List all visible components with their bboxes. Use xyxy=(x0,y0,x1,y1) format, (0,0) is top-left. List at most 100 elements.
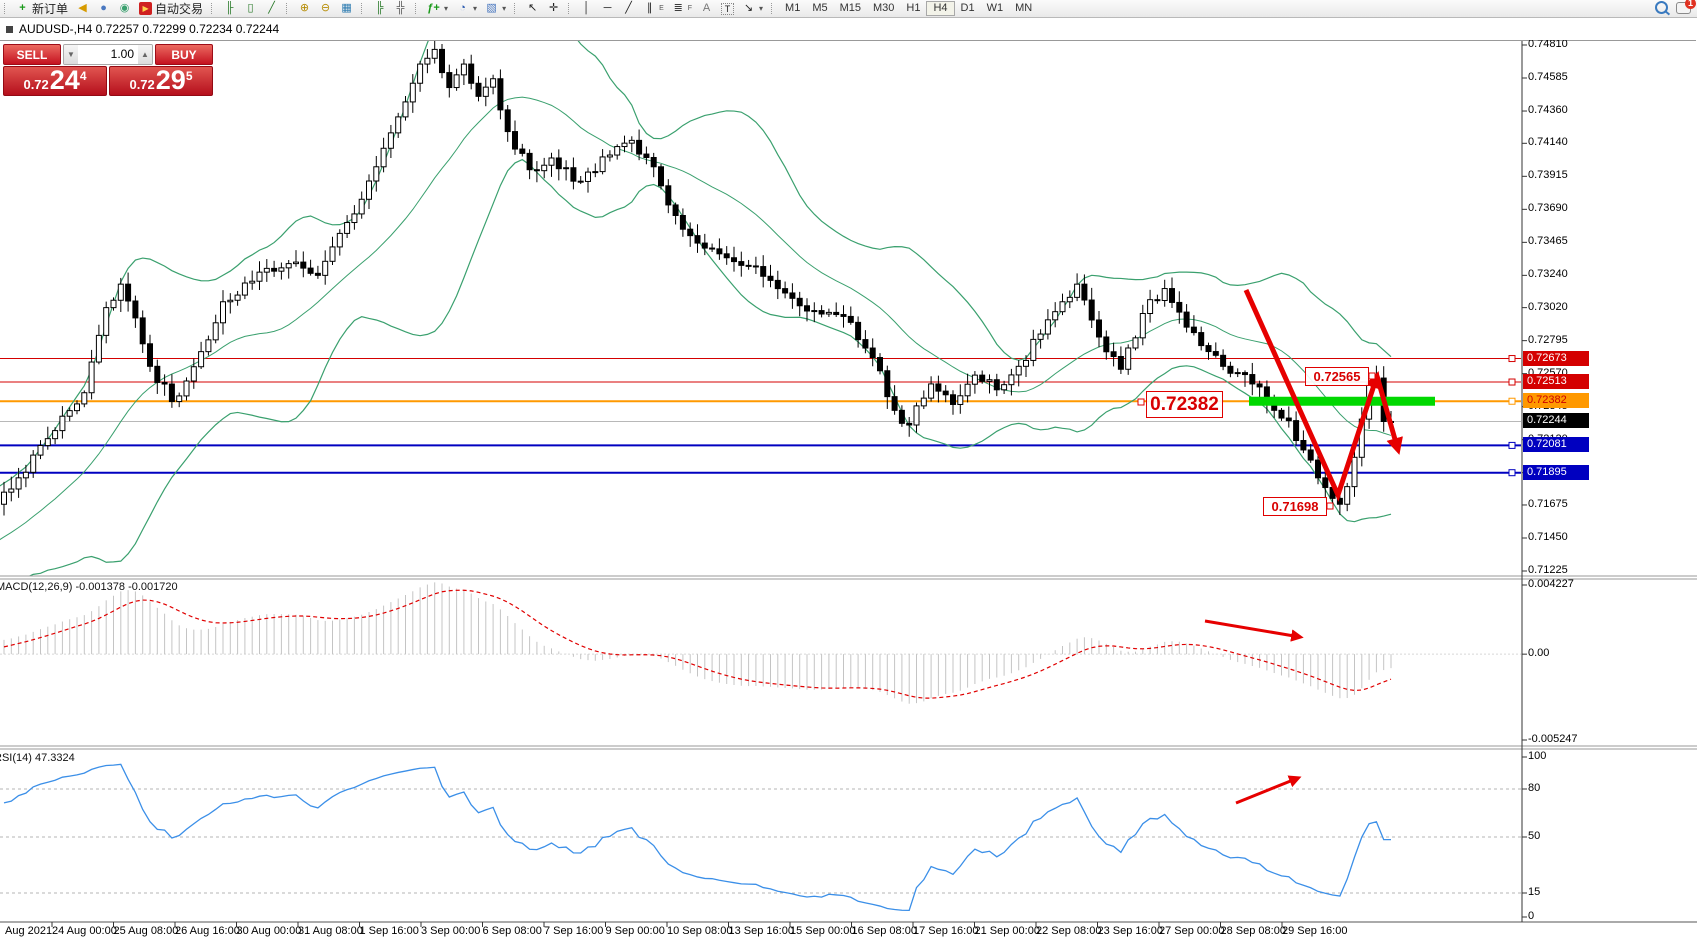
level-line-handle[interactable] xyxy=(1508,469,1516,477)
timeframe-m15[interactable]: M15 xyxy=(839,2,862,14)
chart-annotations[interactable] xyxy=(1137,288,1516,805)
arrows-button[interactable]: ↘ ▾ xyxy=(738,1,767,16)
candle-body xyxy=(687,228,694,237)
chart-shift-button[interactable]: ╬ xyxy=(390,1,411,16)
trend-zigzag-arrow[interactable] xyxy=(1243,288,1382,502)
cursor-button[interactable]: ↖ xyxy=(522,1,543,16)
macd-panel xyxy=(0,582,1521,704)
timeframe-m30[interactable]: M30 xyxy=(873,2,895,14)
chart-window-icon xyxy=(6,25,13,33)
candle-body xyxy=(1081,283,1088,301)
candle-body xyxy=(519,148,526,154)
price-tag-handle[interactable] xyxy=(1137,398,1145,406)
volume-increase-button[interactable]: ▲ xyxy=(138,45,152,64)
candle-body xyxy=(417,63,424,84)
timeframe-w1[interactable]: W1 xyxy=(986,2,1004,14)
buy-price-display[interactable]: 0.72 29 5 xyxy=(109,66,213,96)
candle-body xyxy=(147,343,153,367)
timeframe-h4[interactable]: H4 xyxy=(926,1,955,16)
volume-stepper: ▼ 1.00 ▲ xyxy=(63,44,153,65)
price-tag-label[interactable]: 0.72565 xyxy=(1305,367,1369,386)
autotrading-button[interactable]: ▶ 自动交易 xyxy=(135,1,207,16)
price-tag-handle[interactable] xyxy=(1368,372,1376,380)
candle-body xyxy=(1198,332,1205,347)
candle-body xyxy=(628,139,635,144)
candle-body xyxy=(66,410,73,417)
macd-trend-arrow[interactable] xyxy=(1204,619,1304,642)
crosshair-button[interactable]: ✛ xyxy=(543,1,564,16)
volume-decrease-button[interactable]: ▼ xyxy=(64,45,78,64)
price-tick-label: 0.71675 xyxy=(1528,497,1568,510)
zoom-out-button[interactable]: ⊖ xyxy=(315,1,336,16)
template-button[interactable]: ▧ ▾ xyxy=(481,1,510,16)
new-order-button[interactable]: + 新订单 xyxy=(12,1,72,16)
line-chart-button[interactable]: ╱ xyxy=(261,1,282,16)
tile-windows-button[interactable]: ▦ xyxy=(336,1,357,16)
candle-body xyxy=(1315,459,1321,479)
price-tag-handle[interactable] xyxy=(1326,502,1334,510)
candle-body xyxy=(366,180,372,200)
auto-scroll-button[interactable]: ╠ xyxy=(369,1,390,16)
text-label-button[interactable]: T xyxy=(717,1,738,16)
trendline-button[interactable]: ╱ xyxy=(618,1,639,16)
timeframe-m1[interactable]: M1 xyxy=(785,2,801,14)
period-button[interactable]: ◔ ▾ xyxy=(452,1,481,16)
level-line-handle[interactable] xyxy=(1508,441,1516,449)
bar-chart-icon: ╟ xyxy=(225,2,234,14)
buy-button[interactable]: BUY xyxy=(155,44,213,65)
equidistant-channel-button[interactable]: ∥ E xyxy=(639,1,668,16)
time-axis-label: 26 Aug 16:00 xyxy=(175,925,240,937)
text-button[interactable]: A xyxy=(696,1,717,16)
candle-body xyxy=(322,260,329,276)
rsi-trend-arrow[interactable] xyxy=(1235,775,1302,805)
level-line-handle[interactable] xyxy=(1508,355,1516,363)
time-axis-label: 22 Sep 08:00 xyxy=(1036,925,1102,937)
candle-body xyxy=(293,261,299,265)
candle-body xyxy=(950,394,956,405)
volume-value[interactable]: 1.00 xyxy=(110,47,134,61)
search-icon[interactable] xyxy=(1655,1,1668,14)
person-icon: ● xyxy=(100,2,107,14)
market-button[interactable]: ● xyxy=(93,1,114,16)
one-click-trading-panel: SELL ▼ 1.00 ▲ BUY 0.72 24 4 0.72 29 5 xyxy=(3,44,213,96)
candle-body xyxy=(1307,449,1314,461)
price-tag-label[interactable]: 0.71698 xyxy=(1263,497,1327,516)
macd-tick-label: 0.00 xyxy=(1528,647,1550,660)
sell-button[interactable]: SELL xyxy=(3,44,61,65)
timeframe-m5[interactable]: M5 xyxy=(812,2,828,14)
signals-button[interactable]: ◉ xyxy=(114,1,135,16)
notifications-icon[interactable]: 1 xyxy=(1676,0,1696,14)
add-indicator-button[interactable]: ƒ+ ▾ xyxy=(423,1,452,16)
timeframe-d1[interactable]: D1 xyxy=(960,2,975,14)
candle-body xyxy=(52,430,59,440)
trend-down-arrow[interactable] xyxy=(1374,375,1403,455)
candle-body xyxy=(30,454,37,473)
vertical-line-button[interactable]: │ xyxy=(576,1,597,16)
candlestick-chart-button[interactable]: ▯ xyxy=(240,1,261,16)
zoom-in-button[interactable]: ⊕ xyxy=(294,1,315,16)
timeframe-mn[interactable]: MN xyxy=(1015,2,1033,14)
bar-chart-button[interactable]: ╟ xyxy=(219,1,240,16)
horizontal-line-button[interactable]: ─ xyxy=(597,1,618,16)
candle-body xyxy=(1154,299,1161,302)
candle-body xyxy=(767,275,774,281)
green-highlight-bar[interactable] xyxy=(1249,396,1435,406)
candle-body xyxy=(1074,283,1081,298)
level-line-handle[interactable] xyxy=(1508,378,1516,386)
fibonacci-icon: ≣ xyxy=(673,2,683,14)
price-tag-label[interactable]: 0.72382 xyxy=(1146,391,1223,418)
candle-body xyxy=(585,171,591,182)
auto-scroll-icon: ╠ xyxy=(375,2,384,14)
broadcast-button[interactable]: ◀ xyxy=(72,1,93,16)
fibonacci-button[interactable]: ≣ F xyxy=(673,2,693,14)
candle-body xyxy=(599,156,606,173)
candle-body xyxy=(818,310,825,315)
price-tick-label: 0.71450 xyxy=(1528,530,1568,543)
timeframe-h1[interactable]: H1 xyxy=(906,2,921,14)
level-line-handle[interactable] xyxy=(1508,397,1516,405)
candle-body xyxy=(380,147,387,168)
candle-body xyxy=(563,167,570,170)
sell-price-display[interactable]: 0.72 24 4 xyxy=(3,66,107,96)
